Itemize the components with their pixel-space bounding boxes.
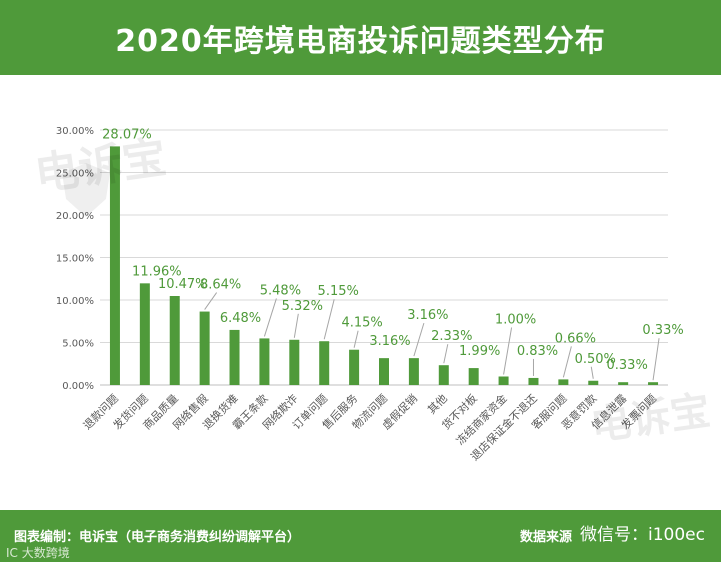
data-label: 5.32% — [282, 299, 323, 314]
bar — [438, 365, 449, 385]
footer-banner: 图表编制：电诉宝（电子商务消费纠纷调解平台） 数据来源 微信号：i100ec I… — [0, 510, 721, 562]
y-tick-label: 20.00% — [56, 211, 94, 222]
bar — [618, 382, 629, 385]
page-title: 2020年跨境电商投诉问题类型分布 — [115, 23, 606, 59]
y-tick-label: 30.00% — [56, 126, 94, 137]
bar — [528, 377, 539, 385]
bar — [408, 358, 419, 385]
overlay-watermark: IC 大数跨境 — [6, 546, 70, 560]
x-tick-label: 其他 — [425, 392, 450, 417]
data-label: 4.15% — [341, 316, 382, 331]
title-banner: 2020年跨境电商投诉问题类型分布 — [0, 0, 721, 75]
bar — [289, 339, 300, 385]
leader-line — [652, 338, 660, 381]
data-label: 2.33% — [431, 329, 472, 344]
data-label: 3.16% — [407, 308, 448, 323]
shield-watermark-icon — [62, 163, 110, 217]
bar — [169, 296, 180, 385]
data-label: 0.83% — [517, 344, 558, 359]
leader-line — [263, 298, 277, 337]
data-label: 0.33% — [642, 323, 683, 338]
bar — [379, 358, 389, 385]
bar — [468, 368, 479, 385]
data-label: 0.33% — [607, 358, 648, 373]
data-label: 5.48% — [260, 283, 301, 298]
bar — [259, 338, 270, 385]
bar — [199, 311, 210, 385]
data-label: 1.99% — [459, 344, 500, 359]
y-tick-label: 25.00% — [56, 169, 94, 180]
data-label: 5.15% — [318, 284, 359, 299]
data-source-label: 数据来源 — [520, 530, 573, 545]
leader-line — [413, 322, 425, 357]
y-tick-label: 15.00% — [56, 254, 94, 265]
bar — [558, 379, 569, 385]
data-label: 28.07% — [102, 127, 152, 142]
data-label: 0.50% — [575, 352, 616, 367]
bar — [109, 146, 120, 385]
bar — [229, 329, 240, 385]
bar — [648, 382, 659, 385]
leader-line — [562, 346, 572, 378]
leader-line — [590, 366, 594, 379]
leader-line — [204, 292, 218, 310]
chart-credit: 图表编制：电诉宝（电子商务消费纠纷调解平台） — [14, 530, 301, 545]
leader-line — [443, 344, 449, 364]
wechat-id: 微信号：i100ec — [580, 525, 705, 545]
leader-line — [353, 330, 359, 348]
bar — [319, 341, 330, 385]
bar — [588, 380, 599, 385]
data-label: 10.47% — [158, 277, 208, 292]
y-tick-label: 10.00% — [56, 296, 94, 307]
bar — [498, 376, 509, 385]
y-tick-label: 0.00% — [62, 381, 94, 392]
data-label: 6.48% — [220, 311, 261, 326]
bar-chart: 0.00% 5.00% 10.00% 15.00% 20.00% 25.00% 30.00%… — [56, 126, 684, 463]
data-label: 3.16% — [369, 334, 410, 349]
bar — [139, 283, 150, 385]
leader-line — [323, 299, 335, 340]
chart-area: 0.00% 5.00% 10.00% 15.00% 20.00% 25.00% 30.00%… — [0, 75, 721, 510]
bar — [349, 349, 360, 385]
leader-line — [503, 327, 513, 375]
y-tick-label: 5.00% — [62, 339, 94, 350]
leader-line — [293, 313, 299, 338]
data-label: 8.64% — [200, 278, 241, 293]
data-label: 0.66% — [555, 331, 596, 346]
data-label: 1.00% — [495, 313, 536, 328]
data-label: 11.96% — [132, 264, 182, 279]
